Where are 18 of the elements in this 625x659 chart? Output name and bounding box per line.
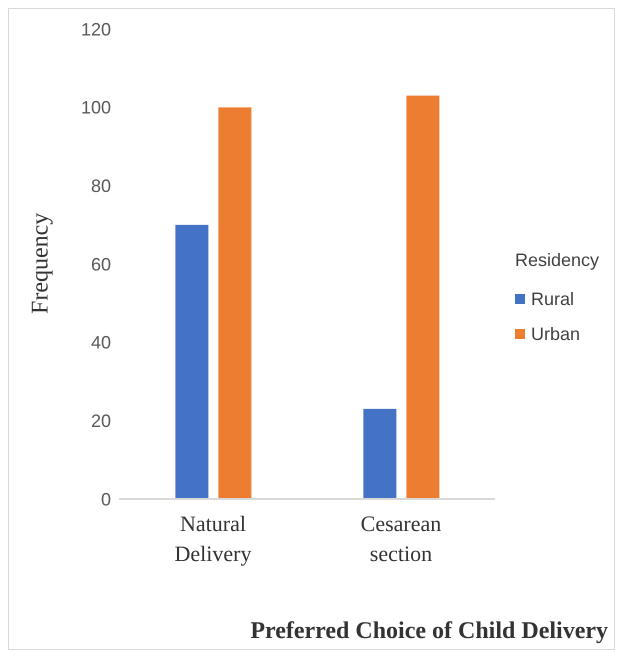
y-tick-label: 0 — [100, 489, 111, 510]
y-tick-label: 40 — [90, 332, 111, 353]
bar — [218, 107, 252, 499]
y-tick-label: 100 — [80, 98, 111, 118]
legend-label: Urban — [530, 324, 581, 344]
y-tick-label: 60 — [90, 254, 111, 274]
y-tick-label: 120 — [80, 19, 111, 40]
legend-label: Rural — [530, 288, 575, 310]
y-tick-label: 80 — [90, 176, 111, 196]
y-axis-title: Frequency — [28, 212, 54, 314]
legend-title: Residency — [514, 250, 599, 270]
x-tick-label: Cesarean section — [360, 511, 442, 566]
bar — [363, 408, 396, 499]
bar — [406, 96, 440, 499]
y-tick-label: 20 — [90, 411, 111, 432]
x-tick-label: Natural Delivery — [174, 511, 252, 566]
x-axis-title: Preferred Choice of Child Delivery — [250, 618, 608, 645]
bar — [175, 224, 208, 499]
